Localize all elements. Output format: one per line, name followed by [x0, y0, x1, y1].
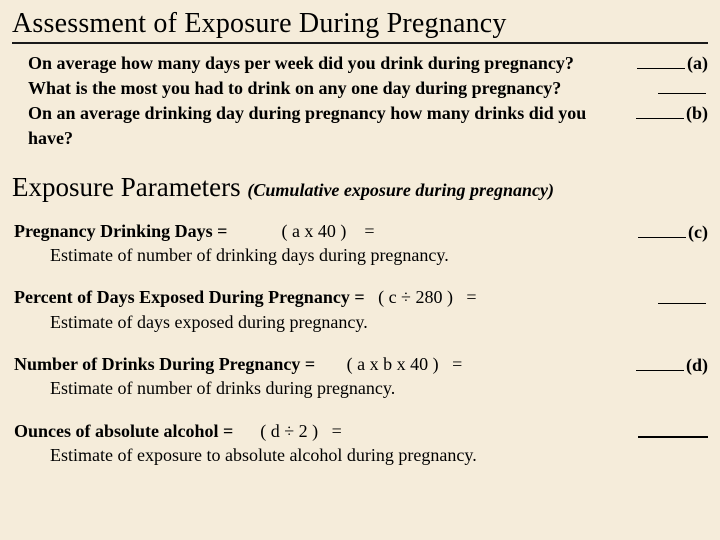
question-row: What is the most you had to drink on any… — [12, 75, 708, 100]
parameters-block: Pregnancy Drinking Days = ( a x 40 ) = E… — [12, 219, 708, 467]
param-row: Number of Drinks During Pregnancy = ( a … — [12, 352, 708, 401]
answer-slot: (a) — [637, 50, 708, 75]
question-text: On average how many days per week did yo… — [28, 51, 637, 75]
blank-line — [637, 50, 685, 69]
blank-line — [636, 352, 684, 371]
param-lead: Pregnancy Drinking Days = — [14, 221, 227, 241]
question-text: On an average drinking day during pregna… — [28, 101, 636, 150]
blank-line — [638, 219, 686, 238]
answer-tag: (b) — [686, 101, 708, 125]
answer-slot — [658, 285, 708, 304]
title2-sub: (Cumulative exposure during pregnancy) — [247, 180, 554, 200]
blank-line — [658, 75, 706, 94]
answer-tag: (a) — [687, 51, 708, 75]
section-title-1: Assessment of Exposure During Pregnancy — [12, 8, 708, 44]
param-desc: Estimate of exposure to absolute alcohol… — [14, 443, 628, 467]
param-row: Percent of Days Exposed During Pregnancy… — [12, 285, 708, 334]
param-main: Pregnancy Drinking Days = ( a x 40 ) = E… — [14, 219, 638, 268]
question-row: On average how many days per week did yo… — [12, 50, 708, 75]
title2-main: Exposure Parameters — [12, 172, 247, 202]
param-main: Percent of Days Exposed During Pregnancy… — [14, 285, 658, 334]
param-desc: Estimate of number of drinks during preg… — [14, 376, 626, 400]
param-desc: Estimate of days exposed during pregnanc… — [14, 310, 648, 334]
blank-line — [638, 419, 708, 439]
param-row: Ounces of absolute alcohol = ( d ÷ 2 ) =… — [12, 419, 708, 468]
param-formula: ( a x b x 40 ) = — [315, 354, 462, 374]
answer-slot — [638, 419, 708, 439]
question-text: What is the most you had to drink on any… — [28, 76, 658, 100]
param-desc: Estimate of number of drinking days duri… — [14, 243, 628, 267]
param-row: Pregnancy Drinking Days = ( a x 40 ) = E… — [12, 219, 708, 268]
answer-tag: (c) — [688, 220, 708, 244]
param-formula: ( d ÷ 2 ) = — [233, 421, 342, 441]
answer-slot: (d) — [636, 352, 708, 377]
blank-line — [658, 285, 706, 304]
param-lead: Number of Drinks During Pregnancy = — [14, 354, 315, 374]
answer-tag: (d) — [686, 353, 708, 377]
answer-slot: (c) — [638, 219, 708, 244]
answer-slot — [658, 75, 708, 94]
section-title-2: Exposure Parameters (Cumulative exposure… — [12, 172, 708, 203]
answer-slot: (b) — [636, 100, 708, 125]
blank-line — [636, 100, 684, 119]
question-row: On an average drinking day during pregna… — [12, 100, 708, 149]
param-formula: ( a x 40 ) = — [227, 221, 374, 241]
questions-block: On average how many days per week did yo… — [12, 50, 708, 150]
param-lead: Ounces of absolute alcohol = — [14, 421, 233, 441]
param-main: Ounces of absolute alcohol = ( d ÷ 2 ) =… — [14, 419, 638, 468]
param-formula: ( c ÷ 280 ) = — [365, 287, 477, 307]
param-lead: Percent of Days Exposed During Pregnancy… — [14, 287, 365, 307]
param-main: Number of Drinks During Pregnancy = ( a … — [14, 352, 636, 401]
